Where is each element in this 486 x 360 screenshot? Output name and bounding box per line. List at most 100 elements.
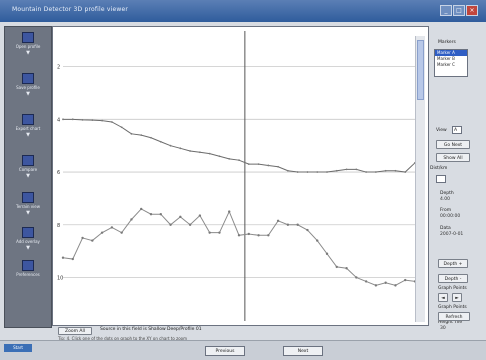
minimize-icon[interactable]: _ bbox=[440, 5, 452, 16]
previous-button[interactable]: Previous bbox=[205, 346, 245, 356]
series-2-point[interactable] bbox=[276, 219, 280, 223]
series-1-point[interactable] bbox=[286, 169, 289, 172]
sidebar-item-settings[interactable]: Preferences bbox=[8, 260, 48, 277]
series-1-point[interactable] bbox=[130, 132, 133, 135]
series-1-point[interactable] bbox=[267, 164, 270, 167]
marker-list[interactable]: Marker A Marker B Marker C bbox=[434, 49, 468, 77]
series-2-point[interactable] bbox=[198, 214, 202, 217]
scrollbar-thumb[interactable] bbox=[417, 40, 424, 100]
series-1-point[interactable] bbox=[120, 126, 123, 129]
series-1-point[interactable] bbox=[81, 118, 84, 121]
view-select[interactable]: A bbox=[452, 126, 462, 134]
sidebar-item-compare[interactable]: Compare ▼ bbox=[8, 155, 48, 179]
series-2-point[interactable] bbox=[316, 239, 319, 242]
series-2-point[interactable] bbox=[394, 284, 397, 287]
series-1-point[interactable] bbox=[394, 169, 397, 172]
series-2-point[interactable] bbox=[325, 252, 329, 255]
series-2-point[interactable] bbox=[120, 231, 123, 234]
series-1-point[interactable] bbox=[306, 171, 309, 173]
maximize-icon[interactable]: □ bbox=[453, 5, 465, 16]
chart-vertical-scrollbar[interactable] bbox=[415, 36, 425, 322]
series-1-point[interactable] bbox=[140, 134, 143, 137]
graph-right-icon[interactable]: ► bbox=[452, 293, 462, 302]
series-2-point[interactable] bbox=[267, 234, 270, 237]
series-1-point[interactable] bbox=[296, 171, 299, 173]
series-2-point[interactable] bbox=[110, 226, 114, 229]
list-item[interactable]: Marker A bbox=[435, 50, 467, 56]
series-1-point[interactable] bbox=[198, 151, 201, 154]
series-2-point[interactable] bbox=[71, 257, 74, 261]
series-1-point[interactable] bbox=[71, 118, 74, 121]
series-2-point[interactable] bbox=[81, 236, 84, 240]
series-1-point[interactable] bbox=[277, 165, 280, 168]
close-icon[interactable]: × bbox=[466, 5, 478, 16]
series-2-point[interactable] bbox=[404, 278, 407, 282]
series-1-point[interactable] bbox=[159, 140, 162, 143]
start-button[interactable]: Start bbox=[4, 344, 32, 352]
distance-checkbox[interactable] bbox=[436, 175, 446, 183]
series-1-point[interactable] bbox=[404, 171, 407, 173]
series-2-point[interactable] bbox=[335, 265, 338, 269]
series-2-point[interactable] bbox=[100, 231, 104, 234]
refresh-button[interactable]: Refresh bbox=[438, 312, 470, 321]
series-2-point[interactable] bbox=[374, 284, 378, 287]
next-button[interactable]: Next bbox=[283, 346, 323, 356]
series-2-point[interactable] bbox=[130, 218, 133, 221]
series-2-point[interactable] bbox=[228, 210, 231, 213]
series-1-point[interactable] bbox=[335, 169, 338, 172]
series-1-point[interactable] bbox=[169, 144, 172, 147]
series-1-point[interactable] bbox=[247, 163, 250, 166]
series-1-point[interactable] bbox=[345, 168, 348, 171]
depth-up-button[interactable]: Depth + bbox=[438, 259, 468, 268]
sidebar-item-export[interactable]: Export chart ▼ bbox=[8, 114, 48, 138]
series-1-point[interactable] bbox=[179, 147, 182, 150]
series-1-point[interactable] bbox=[189, 150, 192, 152]
series-1-point[interactable] bbox=[365, 171, 368, 173]
sidebar-item-open[interactable]: Open profile ▼ bbox=[8, 32, 48, 56]
series-2-point[interactable] bbox=[345, 267, 348, 270]
list-item[interactable]: Marker C bbox=[437, 62, 455, 67]
series-1-point[interactable] bbox=[257, 163, 260, 166]
depth-down-button[interactable]: Depth - bbox=[438, 274, 468, 283]
series-2-point[interactable] bbox=[91, 239, 94, 242]
series-1-point[interactable] bbox=[101, 119, 104, 122]
sidebar-item-overlay[interactable]: Add overlay ▼ bbox=[8, 227, 48, 251]
show-all-button[interactable]: Show All bbox=[436, 153, 470, 162]
zoom-all-button[interactable]: Zoom All bbox=[58, 327, 92, 335]
series-1-point[interactable] bbox=[374, 171, 377, 173]
series-1-point[interactable] bbox=[150, 136, 152, 139]
series-2-point[interactable] bbox=[355, 276, 358, 279]
series-2-point[interactable] bbox=[61, 256, 65, 259]
series-2-point[interactable] bbox=[188, 223, 192, 226]
series-2-point[interactable] bbox=[286, 223, 290, 226]
series-1-point[interactable] bbox=[218, 155, 221, 158]
series-1-point[interactable] bbox=[91, 119, 94, 122]
series-2-point[interactable] bbox=[149, 213, 153, 216]
series-2-point[interactable] bbox=[247, 232, 250, 236]
series-2-point[interactable] bbox=[306, 228, 309, 232]
series-2-point[interactable] bbox=[159, 213, 162, 216]
series-1-point[interactable] bbox=[384, 169, 387, 172]
go-next-button[interactable]: Go Next bbox=[436, 140, 470, 149]
series-1-point[interactable] bbox=[326, 171, 328, 173]
series-1-point[interactable] bbox=[238, 159, 240, 162]
series-1-point[interactable] bbox=[355, 168, 358, 171]
sidebar-item-terrain[interactable]: Terrain view ▼ bbox=[8, 192, 48, 216]
list-item[interactable]: Marker B bbox=[437, 56, 455, 61]
series-2-point[interactable] bbox=[140, 207, 143, 211]
series-2-point[interactable] bbox=[257, 234, 260, 237]
graph-left-icon[interactable]: ◄ bbox=[438, 293, 448, 302]
series-1-point[interactable] bbox=[316, 171, 319, 173]
series-2-point[interactable] bbox=[218, 231, 221, 234]
series-2-point[interactable] bbox=[296, 223, 299, 226]
profile-chart[interactable]: 2 4 6 8 10 bbox=[47, 27, 428, 325]
series-2-point[interactable] bbox=[237, 234, 241, 237]
series-2-point[interactable] bbox=[208, 231, 211, 234]
series-1-point[interactable] bbox=[62, 118, 64, 121]
sidebar-item-save[interactable]: Save profile ▼ bbox=[8, 73, 48, 97]
series-2-point[interactable] bbox=[169, 223, 172, 226]
series-1-point[interactable] bbox=[208, 152, 211, 155]
series-1-point[interactable] bbox=[110, 121, 113, 123]
series-2-point[interactable] bbox=[364, 280, 368, 283]
series-2-point[interactable] bbox=[179, 215, 182, 219]
